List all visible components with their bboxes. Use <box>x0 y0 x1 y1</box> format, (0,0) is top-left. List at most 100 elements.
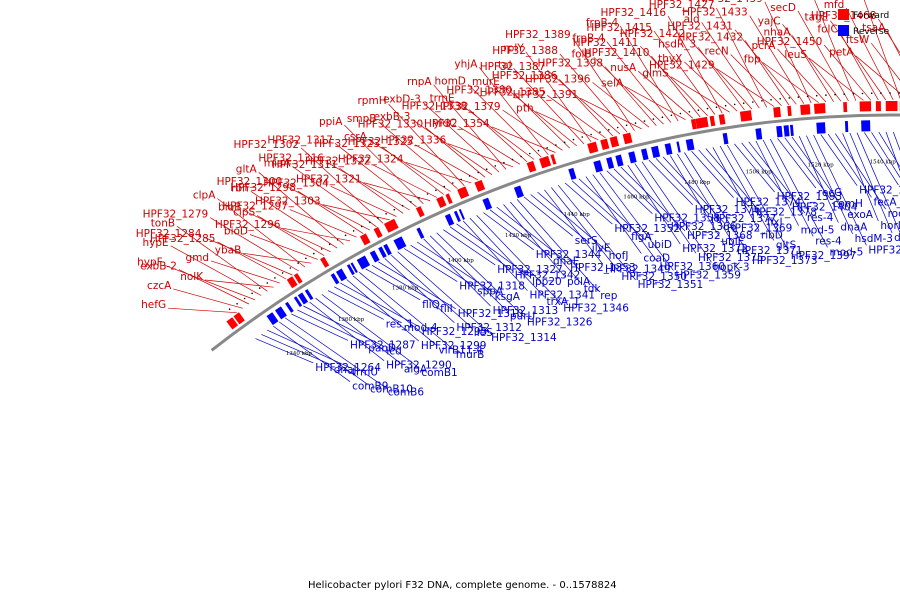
forward-connector <box>210 260 280 284</box>
reverse-gene-arrow <box>444 213 455 226</box>
tick-dot <box>706 107 709 110</box>
reverse-connector <box>627 165 681 245</box>
tick-dot <box>581 136 584 138</box>
tick-dot <box>688 111 691 113</box>
reverse-gene-label: mod-5 <box>830 246 864 258</box>
forward-gene-label: hypF <box>137 256 163 268</box>
reverse-gene-arrow <box>350 262 358 274</box>
reverse-gene-label: HPF32_1419 <box>868 244 900 256</box>
forward-gene-label: ftsW <box>846 34 870 46</box>
forward-gene-arrow <box>875 101 881 112</box>
reverse-connector <box>516 199 599 292</box>
reverse-gene-label: icd <box>386 346 401 358</box>
reverse-connector <box>544 189 604 265</box>
reverse-connector <box>620 166 686 232</box>
forward-connector <box>701 22 760 109</box>
reverse-connector <box>641 161 712 263</box>
tick-dot <box>616 126 619 129</box>
reverse-connector <box>285 317 386 388</box>
forward-gene-label: HPF32_1385 <box>480 86 546 98</box>
reverse-gene-label: fliI <box>440 303 453 315</box>
kbp-tick-label: 1420 kbp <box>505 233 532 239</box>
reverse-connector <box>798 136 839 223</box>
reverse-gene-arrow <box>346 264 355 276</box>
reverse-connector <box>365 268 421 301</box>
tick-dot <box>477 171 480 174</box>
tick-dot <box>236 303 238 305</box>
reverse-gene-label: tdk <box>584 283 602 295</box>
tick-dot <box>670 114 673 117</box>
reverse-gene-arrow <box>783 125 790 137</box>
tick-dot <box>761 100 763 102</box>
forward-gene-label: HPF32_1391 <box>513 89 579 101</box>
forward-connector <box>762 62 819 103</box>
forward-gene-arrow <box>843 102 848 113</box>
reverse-connector <box>684 152 751 256</box>
forward-gene-arrow <box>859 101 872 112</box>
tick-dot <box>599 131 601 133</box>
reverse-connector <box>416 241 493 293</box>
reverse-connector <box>856 132 900 234</box>
tick-dot <box>634 122 637 124</box>
forward-connector <box>797 10 849 102</box>
reverse-gene-label: HPF32_1313 <box>493 305 559 317</box>
reverse-gene-arrow <box>336 268 348 282</box>
forward-gene-label: HPF32_1410 <box>584 47 650 59</box>
reverse-gene-label: sppA <box>477 286 504 298</box>
reverse-connector <box>564 182 613 225</box>
reverse-gene-label: HPF32_1425 <box>859 185 900 197</box>
tick-dot <box>418 197 421 199</box>
reverse-gene-label: dnaJ <box>334 364 357 376</box>
reverse-gene-label: HPF32_1393 <box>777 191 843 203</box>
forward-connector <box>250 191 338 249</box>
reverse-gene-label: HPF32_1314 <box>491 332 557 344</box>
reverse-gene-label: HPF32_1318 <box>459 281 525 293</box>
reverse-gene-label: purU <box>510 311 535 323</box>
forward-connector <box>334 143 417 208</box>
reverse-gene-arrow <box>482 197 493 211</box>
reverse-gene-arrow <box>293 296 303 308</box>
reverse-connector <box>436 232 526 318</box>
reverse-gene-arrow <box>776 125 783 138</box>
tick-dot <box>258 287 261 289</box>
reverse-connector <box>352 275 437 346</box>
forward-gene-label: ybaB <box>215 244 242 256</box>
forward-gene-arrow <box>226 317 239 330</box>
forward-gene-arrow <box>415 206 425 218</box>
forward-connector <box>878 18 900 54</box>
legend: Forward Reverse <box>838 9 890 37</box>
forward-gene-label: thyX <box>658 53 682 65</box>
tick-dot <box>393 208 396 211</box>
reverse-gene-label: mod-4 <box>404 322 438 334</box>
reverse-connector <box>669 155 720 237</box>
forward-gene-label: gltA <box>236 163 258 175</box>
reverse-gene-arrow <box>378 246 387 259</box>
genome-backbone-arc <box>210 113 900 352</box>
forward-connector <box>422 102 500 173</box>
forward-gene-label: hypE <box>143 237 169 249</box>
forward-gene-label: ppiA <box>319 116 343 128</box>
reverse-connector <box>315 297 403 365</box>
reverse-connector <box>456 223 531 278</box>
forward-gene-label: glmS <box>642 68 669 80</box>
reverse-gene-label: comB9 <box>352 381 388 393</box>
reverse-connector <box>496 206 569 264</box>
reverse-connector <box>712 147 760 231</box>
reverse-gene-label: HPF32_1375 <box>698 252 764 264</box>
forward-connector <box>243 209 331 253</box>
tick-dot <box>401 204 404 207</box>
forward-connector <box>415 144 479 181</box>
tick-dot <box>715 106 718 108</box>
forward-connector <box>217 198 306 268</box>
forward-gene-arrow <box>739 110 753 122</box>
tick-dot <box>815 94 818 97</box>
tick-dot <box>733 103 736 106</box>
forward-gene-arrow <box>813 103 826 114</box>
reverse-connector <box>443 229 496 266</box>
reverse-gene-label: hofJ <box>609 250 629 262</box>
reverse-gene-arrow <box>685 138 695 151</box>
legend-reverse-label: Reverse <box>853 27 890 37</box>
reverse-gene-label: exoA <box>847 209 874 221</box>
tick-dot <box>806 95 809 98</box>
kbp-tick-label: 1540 kbp <box>870 159 897 165</box>
